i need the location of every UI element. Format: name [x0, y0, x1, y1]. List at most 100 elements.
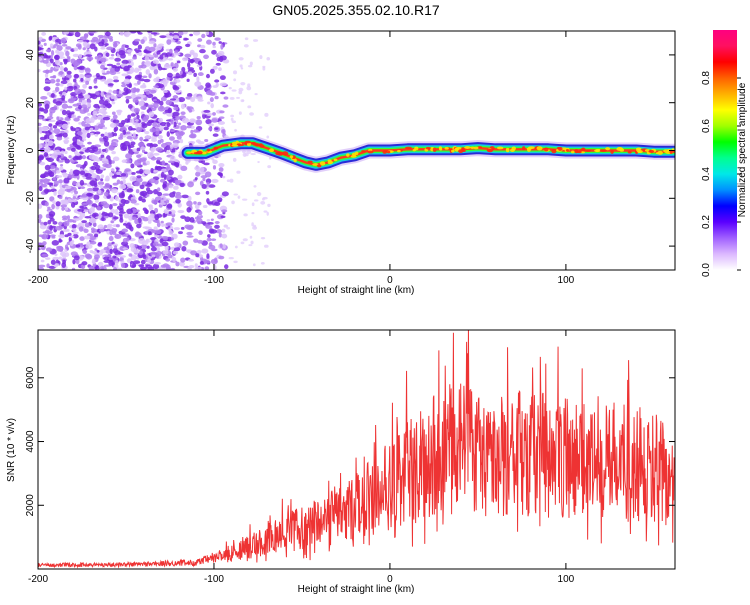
- noise-blob: [187, 266, 192, 270]
- noise-blob: [64, 234, 69, 238]
- noise-blob: [262, 66, 266, 71]
- noise-blob: [112, 75, 119, 80]
- track-hotspot: [312, 163, 319, 166]
- track-hotspot: [536, 146, 543, 151]
- noise-blob: [176, 60, 181, 64]
- noise-blob: [86, 102, 91, 108]
- noise-blob: [172, 104, 179, 108]
- noise-blob: [186, 92, 193, 98]
- noise-blob: [58, 71, 64, 75]
- track-hotspot: [275, 151, 282, 156]
- noise-blob: [76, 140, 84, 146]
- noise-blob: [170, 62, 174, 67]
- noise-blob: [43, 108, 49, 114]
- noise-blob: [258, 126, 263, 129]
- noise-blob: [144, 131, 150, 135]
- noise-blob: [81, 220, 87, 224]
- colorbar-ticks: 0.0 0.2 0.4 0.6 0.8: [701, 71, 741, 277]
- noise-blob: [122, 223, 127, 226]
- track-hotspot: [477, 146, 483, 149]
- noise-blob: [212, 133, 219, 137]
- noise-blob: [97, 242, 103, 247]
- noise-blob: [86, 192, 92, 197]
- noise-blob: [92, 110, 98, 116]
- noise-blob: [116, 109, 123, 113]
- noise-blob: [228, 86, 232, 90]
- noise-blob: [38, 143, 43, 149]
- noise-blob: [38, 52, 44, 55]
- noise-blob: [121, 190, 125, 197]
- noise-blob: [96, 206, 101, 211]
- noise-blob: [112, 203, 118, 207]
- noise-blob: [167, 58, 174, 61]
- noise-blob: [38, 160, 41, 163]
- noise-blob: [44, 164, 51, 171]
- track-hotspot: [201, 151, 207, 155]
- noise-blob: [70, 97, 77, 101]
- noise-blob: [165, 222, 173, 227]
- noise-blob: [172, 86, 180, 91]
- noise-blob: [90, 172, 97, 179]
- noise-blob: [55, 38, 62, 43]
- noise-blob: [45, 49, 52, 53]
- noise-blob: [90, 165, 97, 171]
- noise-blob: [219, 56, 224, 63]
- track-hotspot: [213, 146, 219, 150]
- noise-blob: [114, 57, 122, 62]
- noise-blob: [162, 193, 170, 196]
- noise-blob: [59, 166, 64, 171]
- noise-blob: [189, 118, 196, 124]
- noise-blob: [100, 133, 105, 137]
- track-hotspot: [351, 152, 357, 157]
- noise-blob: [147, 231, 152, 236]
- track-hotspot: [327, 159, 332, 162]
- noise-blob: [44, 79, 51, 83]
- noise-blob: [102, 116, 111, 121]
- noise-blob: [101, 38, 105, 45]
- noise-blob: [63, 61, 68, 65]
- track-hotspot: [289, 155, 294, 159]
- noise-blob: [264, 112, 269, 117]
- noise-blob: [45, 247, 53, 252]
- noise-blob: [168, 136, 175, 141]
- noise-blob: [51, 235, 56, 239]
- noise-blob: [116, 62, 121, 66]
- noise-blob: [38, 264, 46, 268]
- noise-blob: [164, 57, 169, 61]
- noise-blob: [161, 223, 165, 228]
- noise-blob: [45, 69, 50, 75]
- noise-blob: [84, 126, 90, 131]
- noise-blob: [73, 64, 78, 71]
- noise-blob: [139, 184, 145, 190]
- noise-blob: [88, 85, 93, 90]
- noise-blob: [74, 152, 81, 156]
- noise-blob: [44, 188, 49, 194]
- noise-blob: [210, 238, 217, 242]
- noise-blob: [175, 162, 180, 168]
- track-hotspot: [557, 146, 563, 151]
- noise-blob: [70, 127, 76, 132]
- noise-blob: [242, 198, 248, 201]
- noise-blob: [70, 111, 75, 114]
- noise-blob: [197, 221, 202, 225]
- noise-blob: [125, 95, 132, 100]
- noise-blob: [77, 208, 84, 212]
- noise-blob: [44, 201, 49, 207]
- noise-blob: [56, 136, 63, 141]
- noise-blob: [74, 88, 82, 95]
- noise-blob: [151, 138, 157, 142]
- noise-blob: [190, 97, 196, 103]
- noise-blob: [186, 235, 194, 238]
- noise-blob: [154, 261, 161, 265]
- noise-blob: [147, 119, 155, 124]
- noise-blob: [63, 220, 70, 227]
- noise-blob: [135, 96, 142, 100]
- noise-blob: [204, 138, 209, 142]
- noise-blob: [178, 122, 182, 126]
- track-hotspot: [268, 148, 275, 153]
- noise-blob: [218, 67, 222, 71]
- noise-blob: [153, 169, 159, 173]
- noise-blob: [67, 198, 72, 203]
- noise-blob: [139, 191, 145, 197]
- noise-blob: [206, 181, 210, 187]
